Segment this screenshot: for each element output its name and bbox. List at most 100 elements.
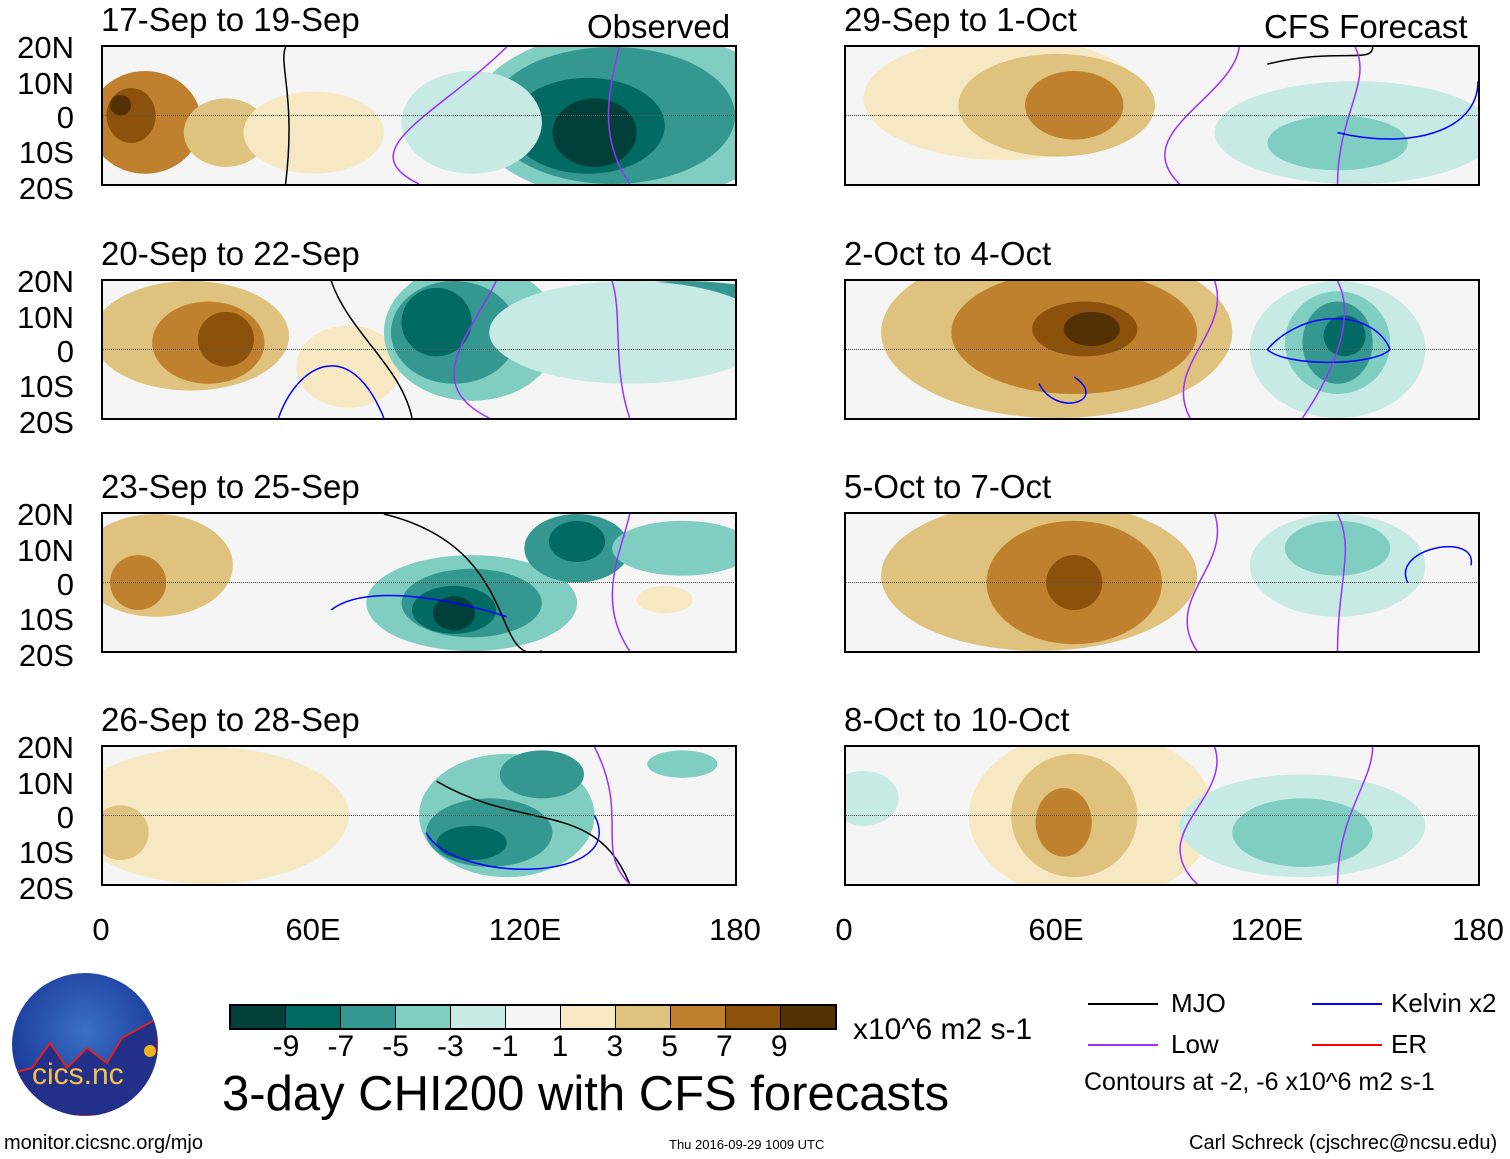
- chi200-anomaly-region: [846, 770, 899, 826]
- colorbar-tick: -1: [491, 1030, 519, 1063]
- legend-line-low: [1088, 1044, 1158, 1046]
- legend-label-er: ER: [1391, 1029, 1428, 1059]
- lat-tick: 10S: [18, 835, 74, 870]
- chi200-anomaly-region: [1323, 315, 1366, 357]
- chart-title: 3-day CHI200 with CFS forecasts: [222, 1067, 950, 1121]
- lat-tick: 20N: [17, 30, 74, 65]
- contour-line: [1338, 514, 1346, 651]
- logo-text: cics.nc: [32, 1058, 124, 1091]
- colorbar-swatch: [781, 1006, 835, 1028]
- lat-tick: 20S: [18, 871, 74, 906]
- contour-note: Contours at -2, -6 x10^6 m2 s-1: [1084, 1068, 1435, 1096]
- map-panel-forecast: [844, 512, 1480, 653]
- lon-tick: 180: [1452, 912, 1504, 947]
- contour-line: [384, 514, 542, 653]
- chi200-anomaly-region: [612, 520, 735, 576]
- lat-tick: 20N: [17, 264, 74, 299]
- chi200-anomaly-region: [1025, 70, 1124, 140]
- lon-tick: 0: [835, 912, 853, 947]
- lat-tick: 10S: [18, 602, 74, 637]
- contour-line: [608, 47, 629, 184]
- lat-tick: 20S: [18, 405, 74, 440]
- footer-timestamp: Thu 2016-09-29 1009 UTC: [669, 1137, 825, 1152]
- lat-tick: 10S: [18, 369, 74, 404]
- legend-line-kelvin: [1312, 1003, 1382, 1005]
- header-forecast: CFS Forecast: [1264, 8, 1468, 45]
- lon-tick: 0: [92, 912, 110, 947]
- contour-line: [1302, 281, 1344, 418]
- contour-line: [284, 47, 289, 184]
- chi200-anomaly-region: [647, 750, 718, 778]
- lon-tick: 120E: [488, 912, 562, 947]
- chi200-anomaly-region: [1232, 798, 1373, 867]
- colorbar-tick: 5: [661, 1030, 678, 1063]
- lat-tick: 20N: [17, 730, 74, 765]
- legend-label-low: Low: [1171, 1029, 1219, 1059]
- colorbar-swatch: [561, 1006, 616, 1028]
- colorbar-tick: -7: [327, 1030, 355, 1063]
- chi200-anomaly-region: [243, 91, 384, 174]
- contour-line: [426, 816, 599, 870]
- lon-tick: 120E: [1230, 912, 1304, 947]
- lat-tick: 0: [56, 567, 74, 602]
- chi200-anomaly-region: [1284, 520, 1391, 576]
- colorbar-swatch: [231, 1006, 286, 1028]
- map-panel-observed: [101, 745, 737, 886]
- lat-tick: 0: [56, 800, 74, 835]
- lat-tick: 10N: [17, 66, 74, 101]
- colorbar-swatch: [286, 1006, 341, 1028]
- footer-author: Carl Schreck (cjschrec@ncsu.edu): [1189, 1132, 1498, 1154]
- panel-title: 5-Oct to 7-Oct: [844, 468, 1052, 505]
- map-panel-forecast: [844, 45, 1480, 186]
- map-panel-forecast: [844, 279, 1480, 420]
- lat-tick: 10S: [18, 135, 74, 170]
- colorbar: [229, 1004, 837, 1030]
- contour-line: [454, 281, 496, 418]
- contour-line: [612, 514, 629, 651]
- colorbar-swatch: [671, 1006, 726, 1028]
- colorbar-tick: -5: [382, 1030, 409, 1063]
- panel-title: 2-Oct to 4-Oct: [844, 235, 1052, 272]
- colorbar-tick: 9: [770, 1030, 788, 1063]
- contour-line: [1267, 47, 1372, 64]
- map-panel-observed: [101, 45, 737, 186]
- chi200-anomaly-region: [110, 555, 167, 610]
- colorbar-swatch: [451, 1006, 506, 1028]
- chi200-anomaly-region: [436, 825, 507, 861]
- footer-url: monitor.cicsnc.org/mjo: [4, 1132, 203, 1154]
- colorbar-swatch: [616, 1006, 671, 1028]
- map-panel-forecast: [844, 745, 1480, 886]
- contour-line: [1165, 47, 1239, 184]
- contour-line: [1039, 377, 1086, 403]
- lat-tick: 10N: [17, 533, 74, 568]
- contour-line: [393, 47, 507, 184]
- chi200-anomaly-region: [1035, 788, 1092, 857]
- colorbar-units: x10^6 m2 s-1: [853, 1013, 1033, 1046]
- colorbar-tick: -3: [437, 1030, 464, 1063]
- panel-title: 29-Sep to 1-Oct: [844, 1, 1077, 38]
- chi200-anomaly-region: [1063, 311, 1120, 347]
- contour-line: [331, 596, 507, 617]
- lat-tick: 10N: [17, 766, 74, 801]
- panel-title: 20-Sep to 22-Sep: [101, 235, 360, 272]
- lat-tick: 20N: [17, 497, 74, 532]
- colorbar-tick: 7: [716, 1030, 733, 1063]
- chi200-anomaly-region: [296, 325, 402, 408]
- legend-line-mjo: [1088, 1003, 1158, 1005]
- lat-tick: 10N: [17, 300, 74, 335]
- chi200-anomaly-region: [183, 98, 269, 167]
- colorbar-tick: 1: [551, 1030, 569, 1063]
- contour-line: [595, 747, 630, 884]
- chi200-anomaly-region: [1267, 115, 1408, 171]
- colorbar-swatch: [726, 1006, 781, 1028]
- chi200-anomaly-region: [401, 70, 542, 174]
- panel-title: 8-Oct to 10-Oct: [844, 701, 1070, 738]
- chi200-anomaly-region: [103, 805, 149, 861]
- chi200-anomaly-region: [110, 94, 132, 116]
- chi200-anomaly-region: [636, 585, 693, 614]
- lat-tick: 20S: [18, 638, 74, 673]
- map-panel-observed: [101, 279, 737, 420]
- colorbar-tick: 3: [606, 1030, 624, 1063]
- lon-tick: 180: [709, 912, 761, 947]
- panel-title: 23-Sep to 25-Sep: [101, 468, 360, 505]
